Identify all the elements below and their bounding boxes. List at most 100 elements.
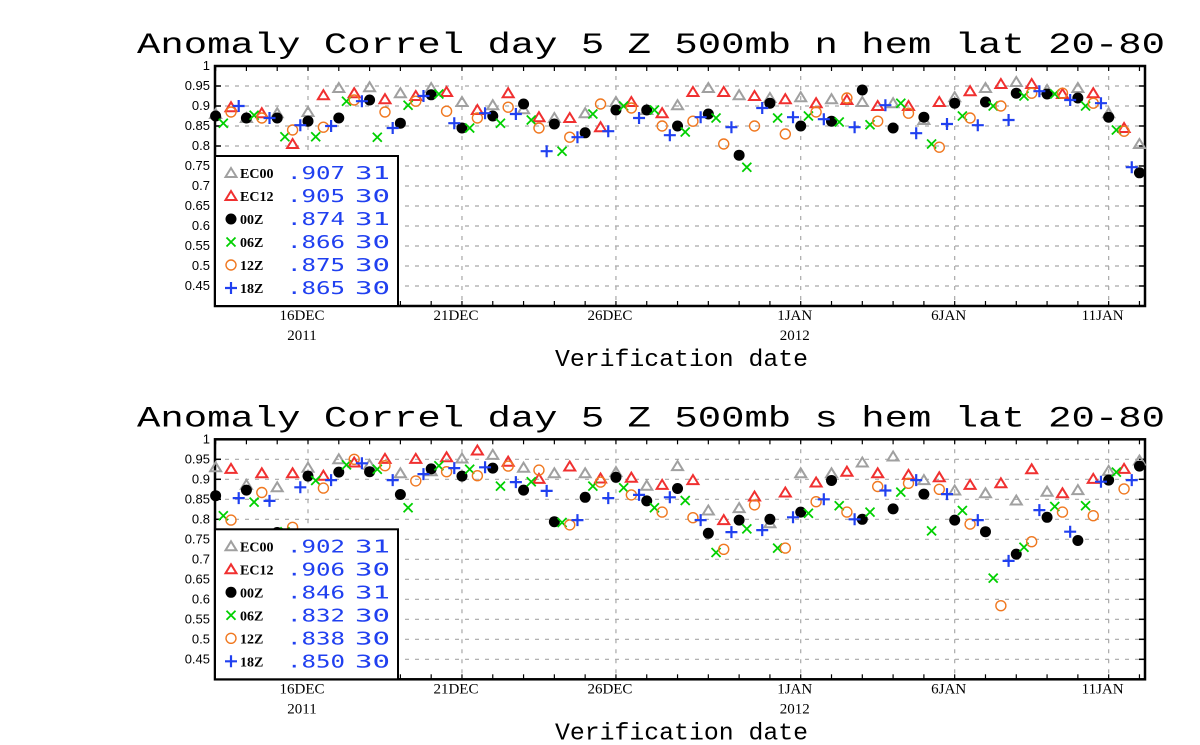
legend-series-name: 00Z (240, 586, 263, 601)
legend-row-00z: 00Z .846 31 (225, 582, 390, 603)
data-point-18z (509, 108, 522, 120)
data-point-18z (1064, 94, 1077, 106)
legend-dot-icon (225, 586, 237, 598)
x-tick-label: 21DEC (433, 308, 478, 324)
data-point-00z (795, 120, 807, 132)
data-point-18z (386, 474, 399, 487)
data-point-18z (817, 493, 830, 506)
y-tick-label: 0.65 (185, 198, 210, 213)
data-point-12z (286, 124, 299, 136)
legend-triangle-icon (223, 166, 239, 178)
data-point-00z (302, 470, 314, 482)
data-point-00z (364, 466, 376, 478)
data-point-18z (940, 118, 953, 130)
data-point-06z (649, 104, 660, 116)
legend-box (214, 155, 399, 307)
data-point-00z (1041, 511, 1053, 523)
y-tick-label: 0.7 (192, 551, 210, 566)
data-point-18z (725, 121, 738, 134)
data-point-12z (440, 105, 453, 117)
data-point-12z (379, 106, 391, 118)
data-point-12z (687, 115, 699, 127)
data-point-18z (1002, 114, 1015, 126)
data-point-18z (879, 484, 892, 497)
legend-count: 31 (355, 163, 390, 184)
data-point-ec00 (885, 96, 901, 109)
data-point-18z (756, 524, 769, 537)
data-point-00z (764, 97, 776, 109)
data-point-ec12 (439, 450, 454, 463)
data-point-18z (325, 120, 338, 132)
data-point-ec00 (978, 81, 993, 93)
nhem-chart: Anomaly Correl day 5 Z 500mb n hem lat 2… (137, 29, 1165, 374)
data-point-ec12 (1085, 86, 1101, 99)
data-point-ec00 (1070, 81, 1086, 93)
data-point-ec12 (624, 95, 639, 107)
data-point-18z (540, 145, 553, 158)
legend-plus-icon (225, 655, 237, 668)
data-point-06z (864, 506, 876, 518)
data-point-12z (933, 141, 945, 153)
data-point-12z (718, 138, 730, 150)
data-point-18z (848, 121, 861, 134)
data-point-ec12 (316, 468, 331, 481)
data-point-ec12 (531, 110, 547, 123)
data-point-00z (702, 527, 714, 539)
series-18z (232, 85, 1138, 174)
y-tick-label: 0.65 (185, 571, 210, 586)
legend-mean-value: .902 (287, 536, 345, 557)
data-point-12z (410, 95, 422, 107)
data-point-18z (971, 514, 984, 527)
x-tick-label: 11JAN (1082, 681, 1124, 697)
data-point-18z (633, 112, 646, 124)
data-point-ec00 (701, 503, 716, 516)
data-point-ec12 (778, 485, 793, 498)
data-point-12z (995, 600, 1007, 612)
legend-mean-value: .865 (287, 278, 345, 299)
data-point-ec12 (685, 85, 701, 97)
legend-mean-value: .866 (287, 232, 345, 253)
data-point-06z (803, 508, 814, 519)
x-tick-year: 2011 (287, 701, 316, 717)
data-point-12z (964, 112, 976, 124)
y-tick-label: 0.95 (185, 451, 210, 466)
data-point-12z (317, 121, 330, 133)
data-point-18z (1033, 504, 1046, 517)
data-point-00z (887, 503, 899, 515)
data-point-12z (440, 466, 453, 478)
legend-count: 30 (355, 559, 390, 580)
legend-row-06z: 06Z .866 30 (225, 232, 390, 253)
data-point-06z (926, 525, 937, 537)
data-point-12z (256, 486, 268, 499)
data-point-12z (410, 475, 422, 487)
data-point-06z (526, 476, 537, 487)
data-point-00z (918, 111, 930, 123)
data-point-00z (856, 513, 868, 525)
x-tick-label: 26DEC (587, 308, 632, 324)
data-point-ec00 (393, 86, 408, 99)
data-point-18z (910, 474, 923, 487)
data-point-00z (518, 484, 530, 496)
legend-row-18z: 18Z .850 30 (225, 651, 390, 672)
data-point-ec12 (254, 466, 270, 479)
legend-row-ec12: EC12 .905 30 (223, 186, 390, 207)
data-point-ec12 (500, 86, 516, 99)
legend-mean-value: .846 (287, 582, 345, 603)
data-point-12z (1025, 87, 1038, 99)
data-point-00z (918, 488, 930, 500)
data-point-06z (680, 495, 691, 506)
data-point-ec12 (408, 451, 424, 464)
x-tick-label: 16DEC (280, 681, 325, 697)
legend-series-name: 06Z (240, 609, 263, 624)
legend-triangle-icon (223, 562, 239, 575)
data-point-12z (317, 482, 330, 494)
data-point-06z (310, 475, 321, 486)
legend-row-ec00: EC00 .902 31 (223, 536, 390, 557)
data-point-12z (656, 120, 668, 132)
data-point-ec12 (223, 461, 239, 474)
x-tick-year: 2011 (287, 328, 316, 344)
data-point-12z (1056, 87, 1069, 99)
legend-box (214, 528, 399, 681)
